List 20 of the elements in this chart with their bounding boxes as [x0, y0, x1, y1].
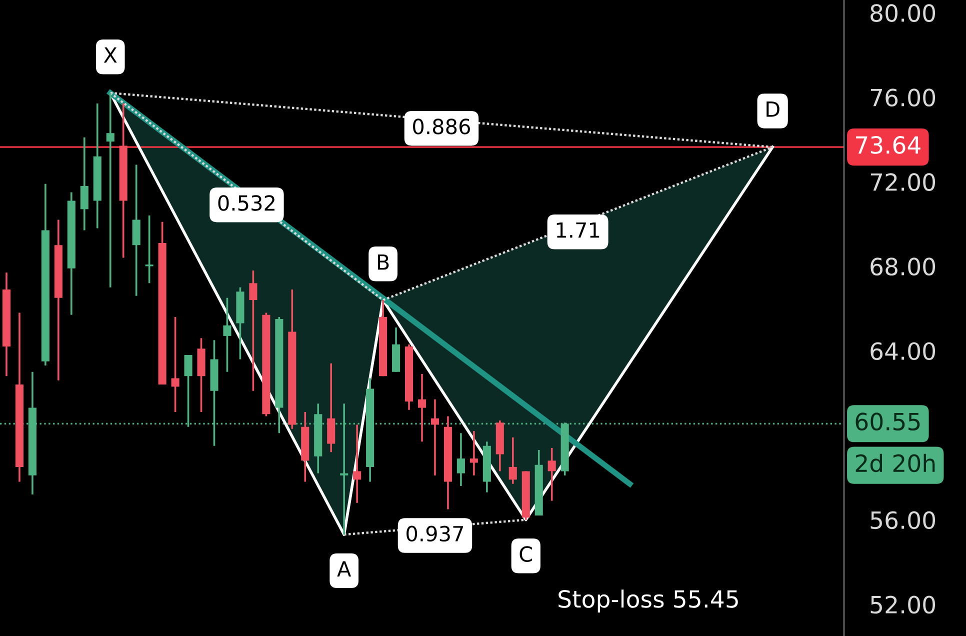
annotation: 0.937	[406, 526, 464, 542]
y-tick-label: 64.00	[870, 342, 936, 360]
ref-line-label: 73.64	[856, 136, 920, 154]
annotation: 1.71	[556, 222, 600, 238]
annotation: X	[104, 47, 117, 63]
y-tick-label: 52.00	[870, 596, 936, 614]
text: 2d 20h	[856, 454, 935, 472]
ref-line-label: 60.55	[856, 412, 920, 430]
annotation: A	[337, 561, 352, 576]
annotation: 0.532	[218, 195, 274, 211]
annotation: Stop-loss 55.45	[558, 590, 738, 612]
y-tick-label: 68.00	[870, 258, 936, 276]
y-tick-label: 56.00	[870, 511, 936, 530]
annotation: D	[766, 102, 780, 117]
y-tick-label: 72.00	[870, 173, 936, 192]
annotation: B	[378, 254, 389, 270]
annotation: C	[520, 546, 532, 562]
annotation: 0.886	[413, 118, 470, 134]
y-tick-label: 80.00	[870, 4, 936, 22]
y-tick-label: 76.00	[870, 88, 936, 106]
